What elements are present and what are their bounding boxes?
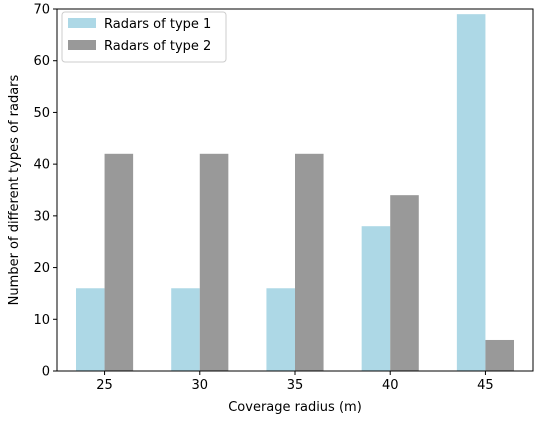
bar-type-1-30 [171,288,200,371]
y-tick-label-0: 0 [42,365,50,380]
legend-box [61,11,227,63]
bar-type-2-35 [295,153,324,371]
y-tick-label-70: 70 [33,3,50,18]
y-tick-label-40: 40 [33,158,50,173]
ticks-layer: 25 30 35 40 45 0 10 20 30 40 50 60 70 [33,3,493,394]
legend: Radars of type 1 Radars of type 2 [61,11,227,63]
plot-frame [56,8,534,372]
x-tick-label-35: 35 [287,378,304,393]
legend-swatch-type-2 [68,40,96,50]
y-axis-label: Number of different types of radars [7,74,22,305]
bar-type-1-25 [76,288,105,371]
bar-type-1-35 [266,288,295,371]
bar-type-2-30 [199,153,229,371]
legend-label-type-2: Radars of type 2 [104,39,211,54]
y-tick-label-30: 30 [33,209,50,224]
bar-type-1-40 [361,226,391,371]
y-tick-label-10: 10 [33,313,50,328]
x-tick-label-25: 25 [96,378,113,393]
x-tick-label-45: 45 [477,378,494,393]
bar-type-2-25 [104,153,134,371]
y-tick-label-20: 20 [33,261,50,276]
legend-swatch-type-1 [68,18,96,28]
bars-layer [76,14,514,372]
y-tick-label-50: 50 [33,106,50,121]
legend-label-type-1: Radars of type 1 [104,17,211,32]
x-tick-label-40: 40 [382,378,399,393]
x-tick-label-30: 30 [192,378,209,393]
bar-type-2-40 [390,195,419,371]
bar-type-2-45 [485,339,514,371]
x-axis-label: Coverage radius (m) [228,400,362,415]
bar-type-1-45 [456,14,486,372]
y-tick-label-60: 60 [33,54,50,69]
